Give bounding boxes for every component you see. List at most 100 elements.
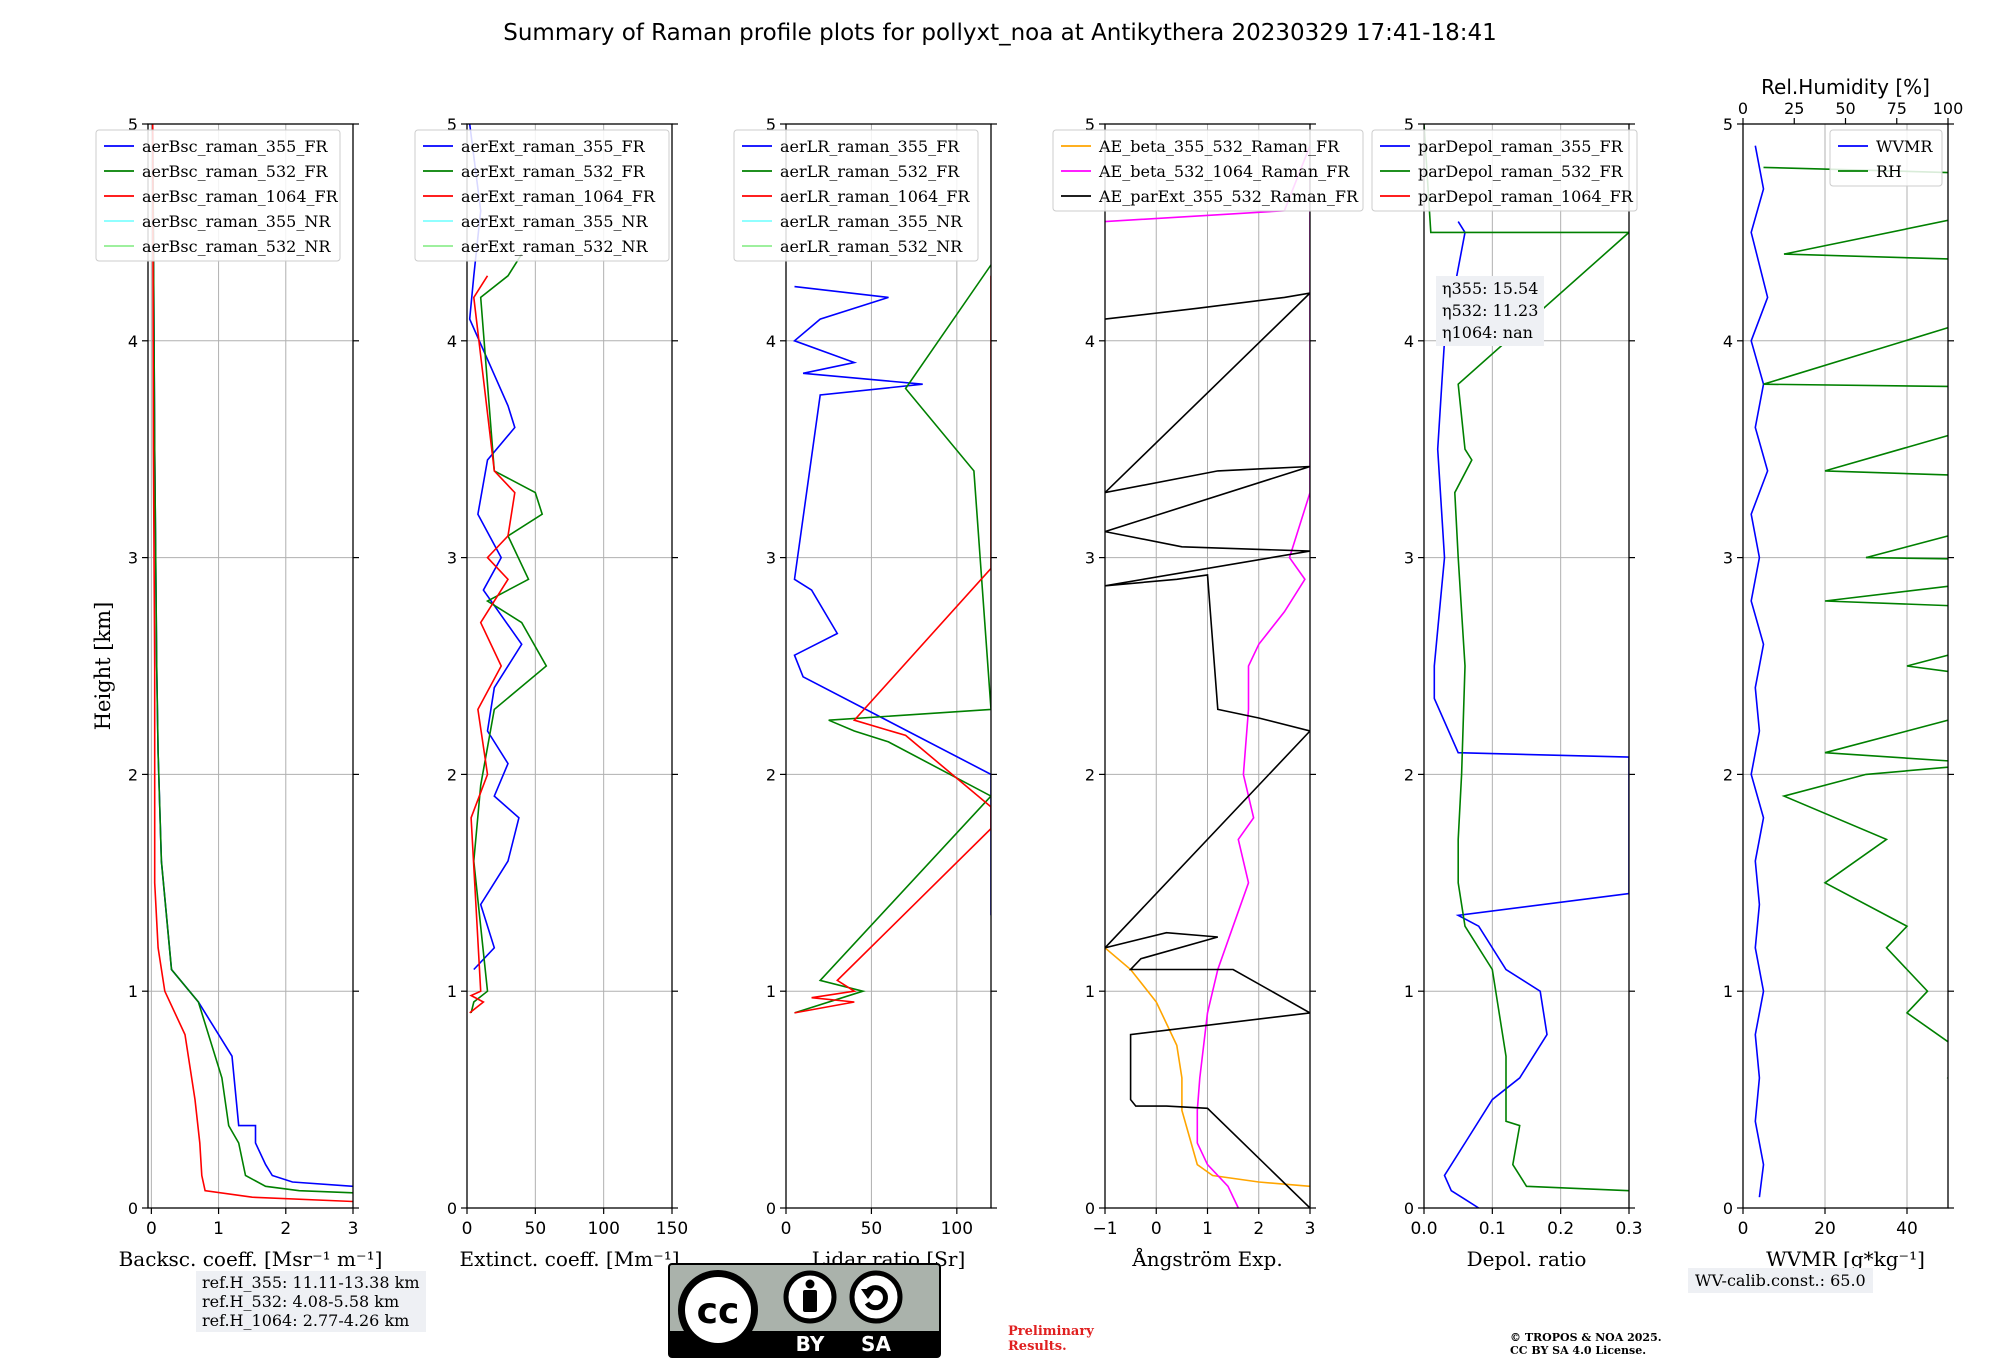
- legend-label: AE_beta_532_1064_Raman_FR: [1098, 162, 1350, 181]
- y-tick-label: 1: [1085, 982, 1095, 1001]
- x-tick-label: 100: [941, 1219, 973, 1239]
- preliminary-line-1: Preliminary: [1008, 1324, 1094, 1339]
- y-tick-label: 0: [447, 1199, 457, 1218]
- sa-label: SA: [861, 1332, 891, 1356]
- x2-tick-label: 0: [1738, 99, 1748, 118]
- legend: aerExt_raman_355_FR aerExt_raman_532_FRae…: [414, 129, 670, 262]
- legend-box: [1052, 129, 1364, 212]
- copyright-note: © TROPOS & NOA 2025. CC BY SA 4.0 Licens…: [1510, 1331, 1662, 1357]
- panel-frame: [1423, 123, 1630, 1209]
- legend-label: parDepol_raman_532_FR: [1418, 162, 1624, 181]
- x-tick-label: 20: [1814, 1219, 1836, 1239]
- y-tick-label: 5: [1404, 115, 1414, 134]
- series-group: [151, 124, 353, 1203]
- x-tick-label: 3: [1305, 1219, 1316, 1239]
- series-group: [1750, 145, 1948, 1198]
- x-axis-label: WVMR [g*kg⁻¹]: [1766, 1247, 1925, 1271]
- legend-box: [1829, 129, 1943, 187]
- series-line-AE_beta_355_532_Raman_FR: [1105, 947, 1310, 1188]
- figure-title: Summary of Raman profile plots for polly…: [503, 20, 1497, 46]
- series-line-parDepol_raman_532_FR: [1424, 124, 1629, 1192]
- series-group: [1105, 145, 1310, 1208]
- y-tick-label: 1: [1404, 982, 1414, 1001]
- legend-label: AE_beta_355_532_Raman_FR: [1098, 137, 1340, 156]
- cc-by-sa-badge[interactable]: cc BY SA: [668, 1263, 941, 1358]
- y-tick-label: 2: [766, 765, 776, 784]
- x-tick-label: 1: [1202, 1219, 1213, 1239]
- legend-label: aerLR_raman_532_NR: [780, 237, 963, 256]
- series-line-aerExt_raman_532_FR: [470, 253, 548, 1014]
- y-tick-label: 4: [447, 332, 457, 351]
- y-tick-label: 1: [766, 982, 776, 1001]
- legend-box: [1371, 129, 1638, 212]
- series-line-aerLR_raman_355_FR: [792, 285, 991, 916]
- y-tick-label: 5: [447, 115, 457, 134]
- eta-box: η355: 15.54 η532: 11.23 η1064: nan: [1436, 276, 1545, 346]
- legend-label: aerExt_raman_355_FR: [461, 137, 646, 156]
- series-group: [1424, 124, 1629, 1208]
- ref-height-355: ref.H_355: 11.11-13.38 km: [202, 1273, 420, 1292]
- y-tick-label: 2: [128, 765, 138, 784]
- series-line-aerBsc_raman_355_FR: [151, 124, 353, 1188]
- ref-height-532: ref.H_532: 4.08-5.58 km: [202, 1292, 400, 1311]
- legend-label: aerLR_raman_1064_FR: [780, 187, 970, 206]
- x-tick-label: −1: [1092, 1219, 1117, 1239]
- series-line-aerBsc_raman_1064_FR: [151, 124, 353, 1203]
- x-axis-label: Backsc. coeff. [Msr⁻¹ m⁻¹]: [119, 1247, 383, 1271]
- by-label: BY: [796, 1332, 825, 1356]
- series-line-WVMR: [1750, 145, 1769, 1198]
- sa-icon: [849, 1270, 903, 1324]
- x2-tick-label: 75: [1887, 99, 1907, 118]
- series-line-aerExt_raman_1064_FR: [469, 275, 516, 1014]
- cc-logo-text: cc: [697, 1291, 740, 1332]
- panel-frame: [1104, 123, 1311, 1209]
- y-tick-label: 3: [1404, 549, 1414, 568]
- y-tick-label: 0: [1085, 1199, 1095, 1218]
- x-tick-label: 0: [462, 1219, 473, 1239]
- by-icon-body: [803, 1290, 817, 1312]
- series-line-parDepol_raman_355_FR: [1433, 221, 1629, 1208]
- x2-tick-label: 50: [1835, 99, 1855, 118]
- y-tick-label: 5: [1085, 115, 1095, 134]
- legend: aerLR_raman_355_FR aerLR_raman_532_FR aerL…: [733, 129, 979, 262]
- x-tick-label: 2: [1253, 1219, 1264, 1239]
- x-tick-label: 0.0: [1410, 1219, 1437, 1239]
- x-tick-label: 0: [146, 1219, 157, 1239]
- y-tick-label: 3: [1723, 549, 1733, 568]
- x2-tick-label: 100: [1933, 99, 1964, 118]
- y-tick-label: 2: [1085, 765, 1095, 784]
- series-line-aerBsc_raman_532_FR: [151, 124, 353, 1194]
- series-line-aerExt_raman_355_FR: [468, 124, 523, 971]
- legend-label: parDepol_raman_1064_FR: [1418, 187, 1634, 206]
- series-line-AE_parExt_355_532_Raman_FR: [1105, 292, 1310, 1208]
- series-line-aerLR_raman_532_FR: [794, 264, 991, 1014]
- series-group: [792, 264, 991, 1014]
- panel-frame: [785, 123, 992, 1209]
- legend-label: aerExt_raman_532_FR: [461, 162, 646, 181]
- copyright-line-1: © TROPOS & NOA 2025.: [1510, 1331, 1662, 1344]
- x-tick-label: 50: [525, 1219, 547, 1239]
- panel-frame: [1742, 123, 1949, 1209]
- series-line-AE_beta_532_1064_Raman_FR: [1105, 145, 1310, 1208]
- y-tick-label: 5: [766, 115, 776, 134]
- x-tick-label: 2: [280, 1219, 291, 1239]
- panel-1: 0 1 2 3 4 5 0 1 2 3 Backsc. coeff. [Msr⁻¹ m⁻¹] aerB…: [95, 115, 383, 1271]
- legend-label: aerBsc_raman_355_NR: [142, 212, 331, 231]
- legend-label: AE_parExt_355_532_Raman_FR: [1098, 187, 1359, 206]
- x-tick-label: 1: [213, 1219, 224, 1239]
- x-tick-label: 0.3: [1615, 1219, 1642, 1239]
- cc-logo-face: [685, 1277, 751, 1343]
- x-tick-label: 50: [861, 1219, 883, 1239]
- y-axis-label: Height [km]: [91, 602, 115, 731]
- y-tick-label: 4: [766, 332, 776, 351]
- y-tick-label: 2: [1404, 765, 1414, 784]
- legend-label: aerBsc_raman_532_NR: [142, 237, 331, 256]
- x-tick-label: 0: [781, 1219, 792, 1239]
- legend-label: aerBsc_raman_1064_FR: [142, 187, 339, 206]
- y-tick-label: 3: [128, 549, 138, 568]
- legend-label: aerBsc_raman_532_FR: [142, 162, 328, 181]
- eta-355: η355: 15.54: [1442, 279, 1539, 298]
